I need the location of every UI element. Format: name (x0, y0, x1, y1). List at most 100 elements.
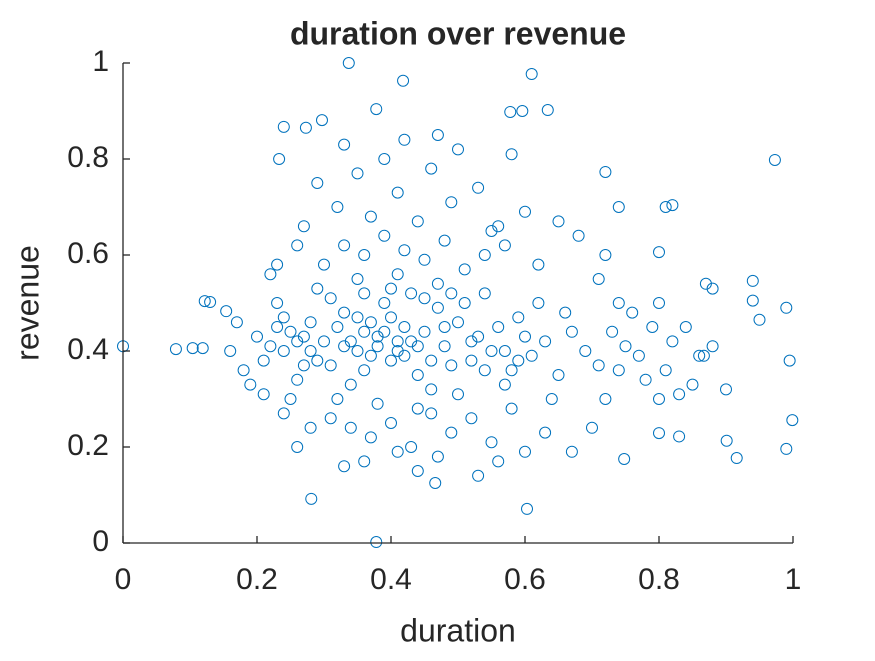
point (297, 359, 310, 372)
x-tick-label: 0.8 (638, 563, 680, 596)
point (706, 340, 719, 353)
point (646, 321, 659, 333)
point (364, 349, 377, 362)
point (498, 378, 511, 391)
point (606, 325, 619, 338)
point (612, 297, 625, 309)
point (612, 364, 625, 377)
point (666, 199, 679, 212)
point (746, 294, 759, 307)
point (405, 287, 418, 300)
point (492, 220, 505, 233)
point (411, 465, 424, 477)
point (516, 105, 529, 117)
point (391, 335, 404, 348)
point (653, 393, 665, 405)
point (626, 306, 639, 319)
point (541, 104, 554, 117)
point (599, 393, 612, 405)
point (565, 325, 578, 338)
point (485, 225, 498, 237)
point (344, 421, 357, 434)
x-tick-label: 0.6 (504, 563, 546, 596)
point (331, 321, 344, 333)
point (385, 311, 397, 324)
point (411, 369, 424, 381)
point (385, 417, 397, 429)
point (697, 349, 710, 362)
point (431, 301, 444, 314)
point (411, 340, 424, 353)
point (385, 354, 397, 367)
point (666, 335, 679, 348)
point (331, 201, 344, 213)
point (425, 383, 438, 396)
y-tick-label: 0.2 (67, 429, 109, 462)
point (277, 311, 290, 324)
point (405, 441, 418, 453)
point (351, 167, 364, 180)
point (385, 282, 397, 295)
point (277, 407, 290, 420)
point (284, 325, 297, 338)
point (311, 177, 324, 189)
point (599, 249, 612, 261)
point (391, 445, 404, 458)
point (331, 393, 344, 405)
point (299, 121, 312, 134)
point (273, 153, 286, 165)
point (706, 282, 719, 295)
point (485, 436, 498, 449)
point (472, 469, 485, 482)
point (364, 431, 377, 444)
point (264, 268, 277, 281)
point (618, 453, 631, 465)
point (344, 378, 357, 391)
point (264, 340, 277, 353)
point (693, 349, 706, 362)
point (653, 427, 665, 440)
point (452, 143, 464, 156)
point (397, 74, 410, 87)
point (411, 402, 424, 415)
point (599, 165, 612, 178)
y-tick-label: 0 (92, 525, 109, 558)
point (378, 325, 391, 338)
point (324, 412, 337, 425)
point (257, 354, 270, 367)
point (720, 434, 733, 447)
point (525, 349, 538, 362)
point (673, 430, 686, 443)
point (237, 364, 250, 377)
point (338, 340, 351, 353)
y-tick-label: 1 (92, 45, 109, 78)
point (539, 426, 552, 439)
point (425, 354, 438, 367)
point (370, 536, 383, 549)
point (512, 311, 525, 324)
point (304, 421, 317, 434)
point (271, 321, 284, 333)
point (619, 340, 632, 353)
point (371, 397, 384, 410)
point (519, 330, 531, 343)
point (579, 345, 592, 357)
point (445, 426, 458, 439)
point (291, 335, 304, 348)
point (565, 445, 578, 458)
point (746, 274, 759, 287)
point (398, 133, 411, 146)
point (425, 162, 438, 175)
point (478, 287, 491, 300)
point (730, 452, 743, 465)
point (398, 349, 411, 362)
point (204, 296, 217, 309)
point (559, 306, 572, 319)
point (458, 297, 471, 309)
point (465, 412, 478, 425)
point (338, 138, 351, 151)
point (458, 263, 471, 276)
point (364, 210, 377, 223)
point (659, 201, 672, 213)
